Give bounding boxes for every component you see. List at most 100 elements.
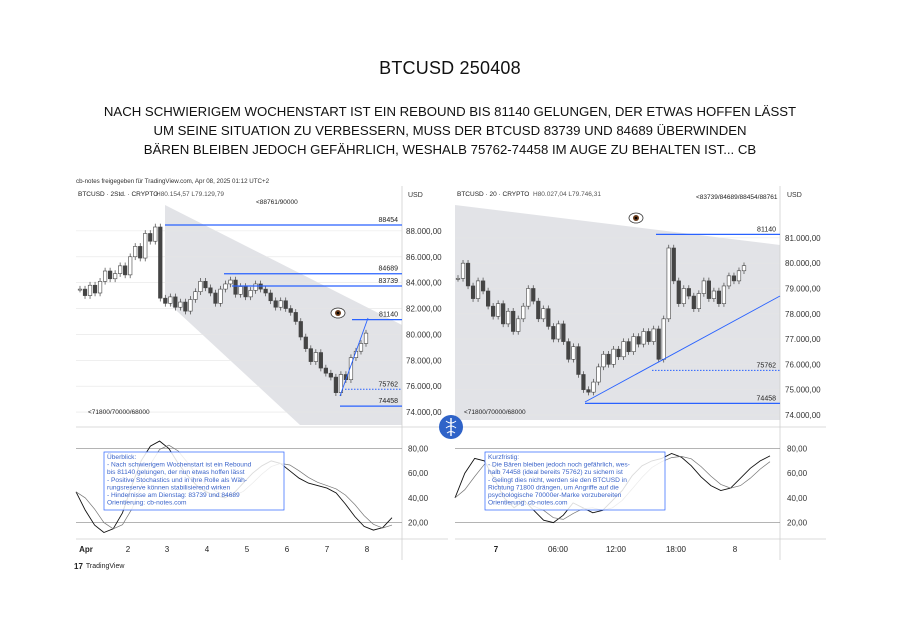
p2-candle-body	[566, 341, 571, 360]
p1-y-tick-label: 74.000,00	[406, 408, 442, 417]
p1-candle-body	[118, 265, 123, 274]
p2-stoch-d-line	[454, 456, 771, 520]
p2-candle-body	[521, 305, 526, 320]
p2-candle-body	[646, 331, 651, 342]
p2-candle-body	[551, 326, 556, 340]
p1-candle-body	[153, 226, 158, 242]
p1-candle-body	[223, 283, 228, 290]
eye-icon-pupil	[634, 216, 638, 220]
p2-osc-tick-label: 60,00	[787, 469, 808, 478]
p2-candle-body	[656, 328, 661, 360]
p2-note-line: Orientierung: cb-notes.com	[488, 500, 568, 507]
p2-candle-body	[501, 303, 506, 325]
p2-candle-body	[696, 293, 701, 310]
p2-x-tick-label: 8	[733, 545, 738, 554]
p1-candle-body	[168, 296, 173, 304]
p2-candle-body	[631, 336, 636, 353]
p2-candle-body	[686, 288, 691, 297]
headline-line-2: UM SEINE SITUATION ZU VERBESSERN, MUSS D…	[153, 123, 747, 138]
p2-candle-body	[465, 262, 471, 287]
p2-trend-line	[584, 295, 781, 403]
p1-candle-body	[102, 270, 108, 282]
p2-candle-body	[721, 285, 727, 304]
p1-x-tick-label: Apr	[79, 545, 93, 554]
p1-note-line: rungsreserve können stabilisierend wirke…	[107, 484, 230, 491]
p1-x-tick-label: 6	[285, 545, 290, 554]
p1-candle-body	[363, 332, 369, 344]
p1-candle-body	[268, 292, 273, 302]
p1-candle-body	[238, 286, 243, 295]
p2-candle-body	[480, 280, 486, 292]
p2-candle-body	[556, 323, 561, 340]
p2-candle-body	[491, 305, 496, 317]
p1-candle-body	[113, 273, 118, 280]
tradingview-logo-icon: 17	[74, 562, 83, 571]
p2-candle-body	[616, 348, 621, 358]
p2-candle-body	[706, 280, 711, 299]
p1-y-tick-label: 88.000,00	[406, 227, 442, 236]
p2-osc-tick-label: 20,00	[787, 519, 808, 528]
p1-candle-body	[108, 270, 113, 280]
p1-candle-body	[293, 312, 298, 322]
p1-candle-body	[82, 288, 88, 296]
p2-candle-body	[526, 288, 531, 307]
eye-icon	[330, 307, 346, 319]
p2-osc-tick-label: 80,00	[787, 445, 808, 454]
tradingview-logo[interactable]: 17 TradingView	[74, 562, 124, 571]
p2-note-line: Kurzfristig:	[488, 454, 519, 461]
p1-level-label-88454: 88454	[379, 217, 399, 224]
p2-candle-body	[726, 275, 732, 287]
p1-candle-body	[183, 301, 188, 312]
p2-candle-body	[455, 278, 461, 280]
p1-candle-body	[218, 288, 223, 304]
p1-note-line: Überblick:	[107, 453, 136, 461]
p2-candle-body	[541, 308, 546, 320]
p1-candle-body	[353, 350, 359, 359]
p2-annotation: <83739/84689/88454/88761	[696, 194, 778, 201]
p1-trend-channel	[165, 205, 402, 425]
p1-candle-body	[203, 281, 208, 289]
caduceus-logo-icon	[439, 415, 463, 439]
headline-line-1: NACH SCHWIERIGEM WOCHENSTART IST EIN REB…	[103, 104, 797, 119]
p1-x-tick-label: 8	[365, 545, 370, 554]
p1-annotation: <71800/70000/68000	[88, 409, 150, 416]
p1-candle-body	[283, 300, 288, 309]
p2-candle-body	[716, 290, 722, 304]
p2-x-tick-label: 06:00	[548, 545, 569, 554]
p1-candle-body	[87, 284, 93, 296]
p2-y-tick-label: 77.000,00	[785, 335, 821, 344]
p2-ohlc-readout: H80.027,04 L79.746,31	[533, 191, 601, 198]
p2-y-tick-label: 74.000,00	[785, 411, 821, 420]
p2-note-line: - Gelingt dies nicht, werden sie den BTC…	[488, 477, 627, 484]
p2-candle-body	[591, 381, 596, 393]
p1-candle-body	[188, 299, 193, 312]
p2-note-line: Richtung 71800 drängen, um Angriffe auf …	[488, 484, 619, 491]
p1-candle-body	[273, 300, 278, 308]
p2-candle-body	[531, 288, 536, 302]
p2-candle-body	[506, 310, 511, 325]
p1-candle-body	[173, 296, 178, 308]
p1-y-tick-label: 82.000,00	[406, 305, 442, 314]
p1-level-label-74458: 74458	[379, 398, 399, 405]
p2-candle-body	[546, 308, 551, 327]
eye-icon-iris	[633, 215, 639, 221]
p2-candle-body	[741, 265, 747, 272]
p1-y-tick-label: 86.000,00	[406, 253, 442, 262]
p1-osc-tick-label: 80,00	[408, 445, 429, 454]
p1-osc-tick-label: 20,00	[408, 519, 429, 528]
tradingview-label: TradingView	[85, 563, 125, 570]
p2-y-tick-label: 75.000,00	[785, 386, 821, 395]
p2-candle-body	[641, 331, 646, 345]
p1-x-tick-label: 7	[325, 545, 330, 554]
p1-candle-body	[193, 291, 198, 300]
p1-level-label-84689: 84689	[379, 266, 399, 273]
p2-candle-body	[691, 295, 696, 310]
p2-candle-body	[636, 336, 641, 345]
p2-y-tick-label: 81.000,00	[785, 234, 821, 243]
p1-level-label-81140: 81140	[379, 312, 398, 319]
p1-level-label-75762: 75762	[379, 381, 399, 388]
p1-candle-body	[77, 288, 83, 291]
p1-candle-body	[328, 372, 333, 378]
p2-candle-body	[516, 318, 521, 332]
p1-candle-body	[338, 374, 344, 393]
